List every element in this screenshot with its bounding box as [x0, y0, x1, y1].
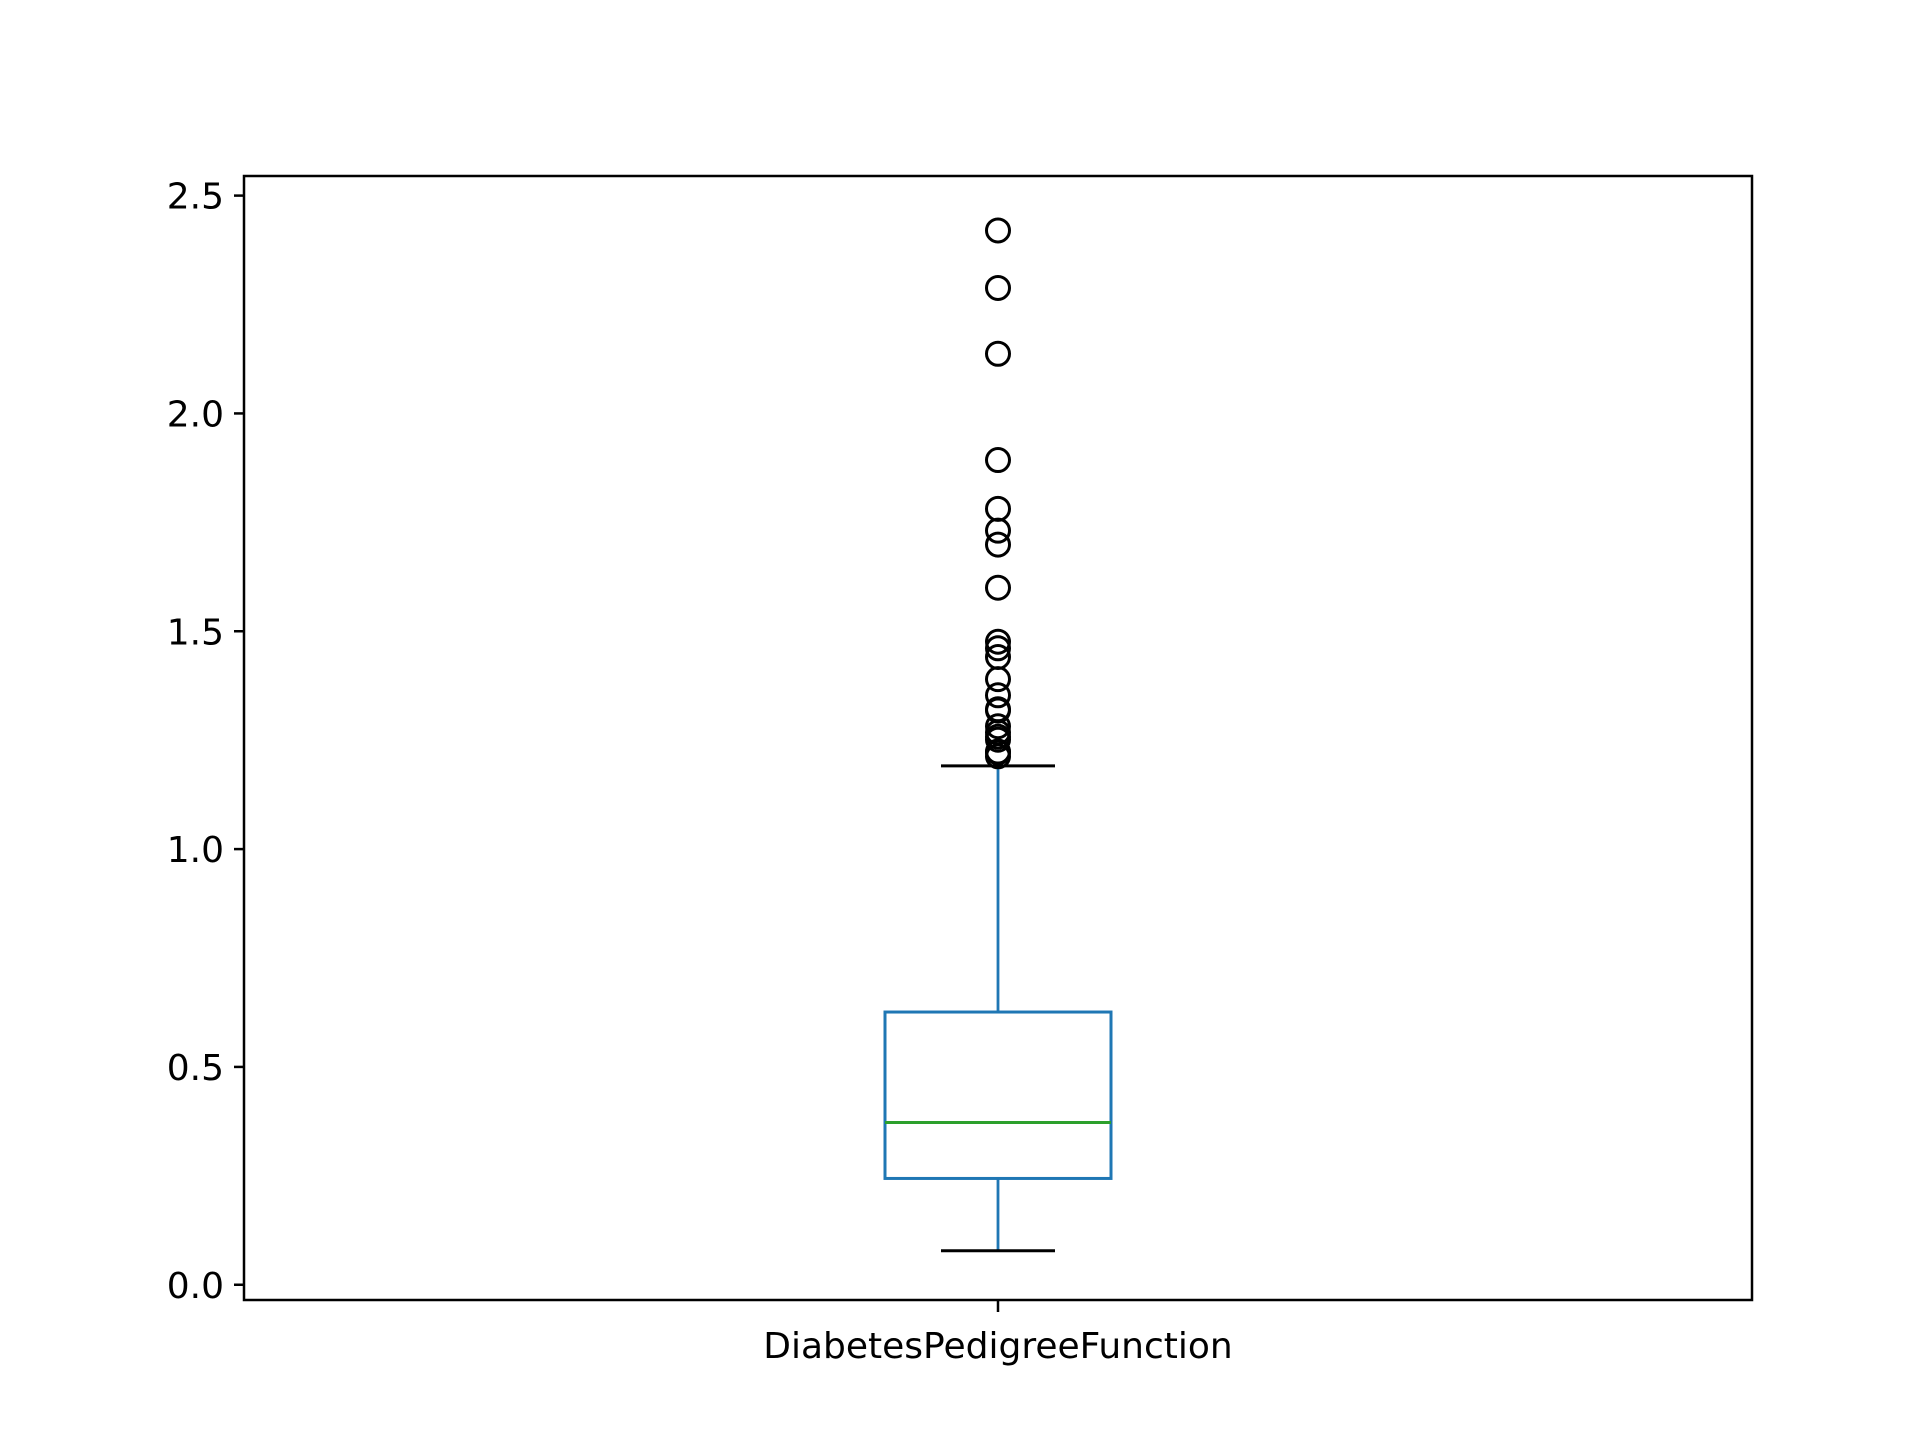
y-tick-label: 2.5: [167, 177, 224, 218]
outlier-markers: [985, 217, 1011, 770]
y-tick-label: 0.0: [167, 1266, 224, 1307]
outlier-point: [985, 574, 1011, 601]
outlier-point: [985, 217, 1011, 244]
outlier-point: [985, 447, 1011, 474]
outlier-point: [985, 628, 1011, 655]
y-tick-label: 2.0: [167, 394, 224, 435]
outlier-point: [985, 726, 1011, 753]
outlier-point: [985, 531, 1011, 558]
iqr-box: [883, 1010, 1113, 1180]
x-tick-label-diabetes-pedigree-function: DiabetesPedigreeFunction: [763, 1326, 1233, 1367]
y-tick-label: 1.0: [167, 830, 224, 871]
y-tick-label: 0.5: [167, 1048, 224, 1089]
outlier-point: [985, 713, 1011, 740]
y-axis: 0.0 0.5 1.0 1.5 2.0 2.5: [167, 177, 244, 1307]
outlier-point: [985, 340, 1011, 367]
x-axis: DiabetesPedigreeFunction: [763, 1300, 1233, 1367]
outlier-point: [985, 743, 1011, 770]
y-tick-label: 1.5: [167, 612, 224, 653]
plot-area: [883, 217, 1113, 1253]
outlier-point: [985, 682, 1011, 709]
outlier-point: [985, 517, 1011, 544]
outlier-point: [985, 666, 1011, 693]
outlier-point: [985, 274, 1011, 301]
outlier-point: [985, 635, 1011, 662]
